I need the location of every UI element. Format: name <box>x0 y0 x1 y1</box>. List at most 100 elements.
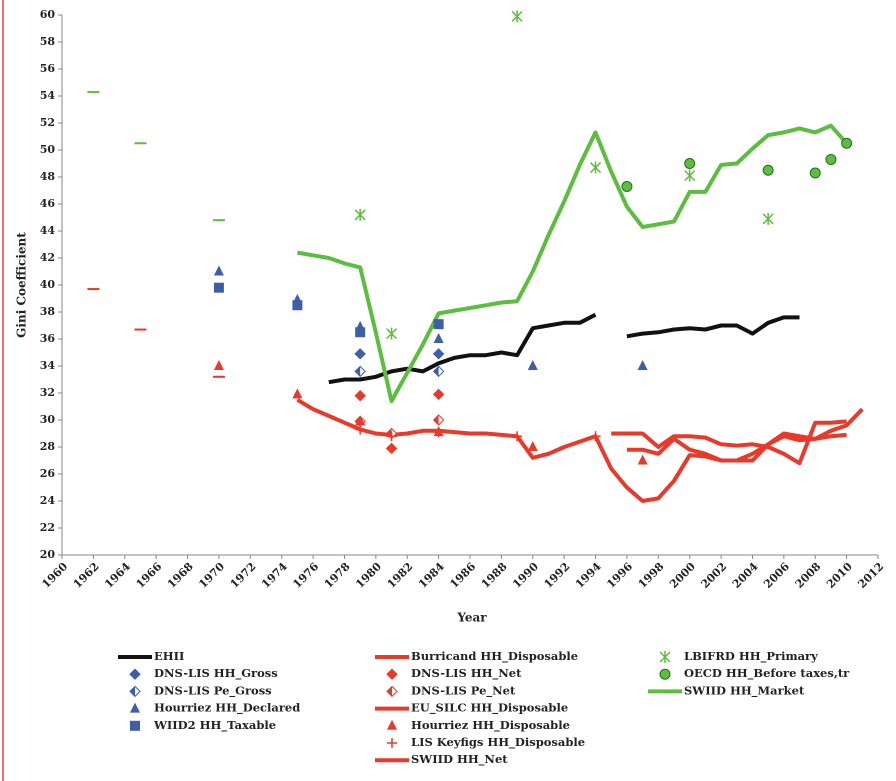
x-tick-label: 1974 <box>259 560 290 591</box>
marker <box>129 668 141 680</box>
legend-item: EHII <box>118 649 184 663</box>
marker <box>809 167 821 179</box>
marker <box>433 333 444 343</box>
y-tick-label: 58 <box>40 35 56 48</box>
legend-label: Burricand HH_Disposable <box>411 649 578 664</box>
circle <box>762 164 774 176</box>
marker <box>292 300 303 311</box>
legend-item: WIID2 HH_Taxable <box>130 718 276 733</box>
asterisk <box>762 212 774 225</box>
x-tick-label: 2010 <box>824 560 855 591</box>
diamond-half <box>387 686 392 697</box>
legend-item: EU_SILC HH_Disposable <box>375 701 568 716</box>
y-tick-label: 36 <box>40 332 56 345</box>
legend-label: EHII <box>154 649 184 663</box>
marker <box>355 415 366 426</box>
marker <box>432 348 445 360</box>
legend-item: SWIID HH_Net <box>375 752 508 767</box>
y-tick-label: 42 <box>40 251 55 264</box>
marker <box>129 685 141 698</box>
square <box>433 319 444 330</box>
y-tick-label: 28 <box>40 440 56 453</box>
diamond <box>385 442 398 455</box>
marker <box>432 365 445 378</box>
x-tick-label: 2006 <box>761 560 792 591</box>
marker <box>292 388 303 399</box>
x-tick-label: 2008 <box>793 560 824 591</box>
line-series <box>626 407 864 463</box>
line-series <box>297 123 849 404</box>
x-tick-label: 1978 <box>322 560 353 591</box>
triangle <box>637 454 648 465</box>
marker <box>684 158 696 169</box>
marker <box>684 169 696 182</box>
y-tick-label: 44 <box>40 224 56 237</box>
x-axis-title: Year <box>456 611 487 625</box>
x-tick-label: 2012 <box>855 560 886 591</box>
y-tick-label: 32 <box>40 386 55 399</box>
x-tick-label: 1970 <box>196 560 227 591</box>
marker <box>213 360 224 370</box>
x-tick-label: 1960 <box>39 560 70 591</box>
marker <box>213 282 224 293</box>
triangle <box>387 719 397 730</box>
circle <box>659 668 671 680</box>
legend-item: Hourriez HH_Declared <box>130 701 300 716</box>
x-tick-label: 1972 <box>228 560 259 591</box>
triangle <box>130 702 140 713</box>
marker <box>432 414 445 426</box>
marker <box>387 738 397 748</box>
y-tick-label: 20 <box>40 548 56 561</box>
legend-label: SWIID HH_Market <box>684 683 805 698</box>
diamond <box>386 668 398 680</box>
marker <box>659 668 671 680</box>
x-tick-label: 2000 <box>667 560 698 591</box>
square <box>292 300 303 311</box>
marker <box>527 360 538 370</box>
x-tick-label: 1966 <box>134 560 165 591</box>
marker <box>386 668 398 680</box>
x-tick-label: 1994 <box>573 560 604 591</box>
legend-label: Hourriez HH_Declared <box>154 701 300 716</box>
y-tick-label: 26 <box>40 467 56 480</box>
circle <box>809 167 821 179</box>
x-tick-label: 1968 <box>165 560 196 591</box>
marker <box>354 389 366 402</box>
plus <box>433 427 444 438</box>
marker <box>590 161 602 174</box>
triangle <box>527 360 538 370</box>
x-tick-label: 1996 <box>604 560 635 591</box>
marker <box>432 388 445 401</box>
legend-item: DNS-LIS HH_Net <box>386 666 522 681</box>
asterisk <box>386 327 398 340</box>
plus <box>512 431 523 442</box>
marker <box>354 365 366 378</box>
plus <box>386 431 397 442</box>
line-series <box>328 312 800 385</box>
marker <box>762 212 774 225</box>
x-tick-label: 1990 <box>510 560 541 591</box>
marker <box>130 720 140 731</box>
x-tick-label: 1984 <box>416 560 447 591</box>
legend-label: LIS Keyfigs HH_Disposable <box>411 735 585 750</box>
x-tick-label: 1982 <box>385 560 416 591</box>
marker <box>354 348 366 360</box>
legend-item: DNS-LIS Pe_Gross <box>129 683 272 698</box>
y-tick-label: 60 <box>40 8 56 21</box>
triangle <box>527 441 538 451</box>
legend-item: Burricand HH_Disposable <box>375 649 578 664</box>
triangle <box>433 333 444 343</box>
marker <box>355 424 366 435</box>
marker <box>130 702 140 713</box>
x-tick-label: 1986 <box>447 560 478 591</box>
triangle <box>637 360 648 370</box>
legend-label: SWIID HH_Net <box>411 752 508 767</box>
diamond <box>129 668 141 680</box>
legend-item: LBIFRD HH_Primary <box>659 649 818 664</box>
legend-label: Hourriez HH_Disposable <box>411 718 570 733</box>
legend-item: LIS Keyfigs HH_Disposable <box>387 735 585 750</box>
legend-item: DNS-LIS Pe_Net <box>386 683 516 698</box>
marker <box>637 360 648 370</box>
y-tick-label: 38 <box>40 305 56 318</box>
legend-label: DNS-LIS Pe_Net <box>411 683 516 698</box>
